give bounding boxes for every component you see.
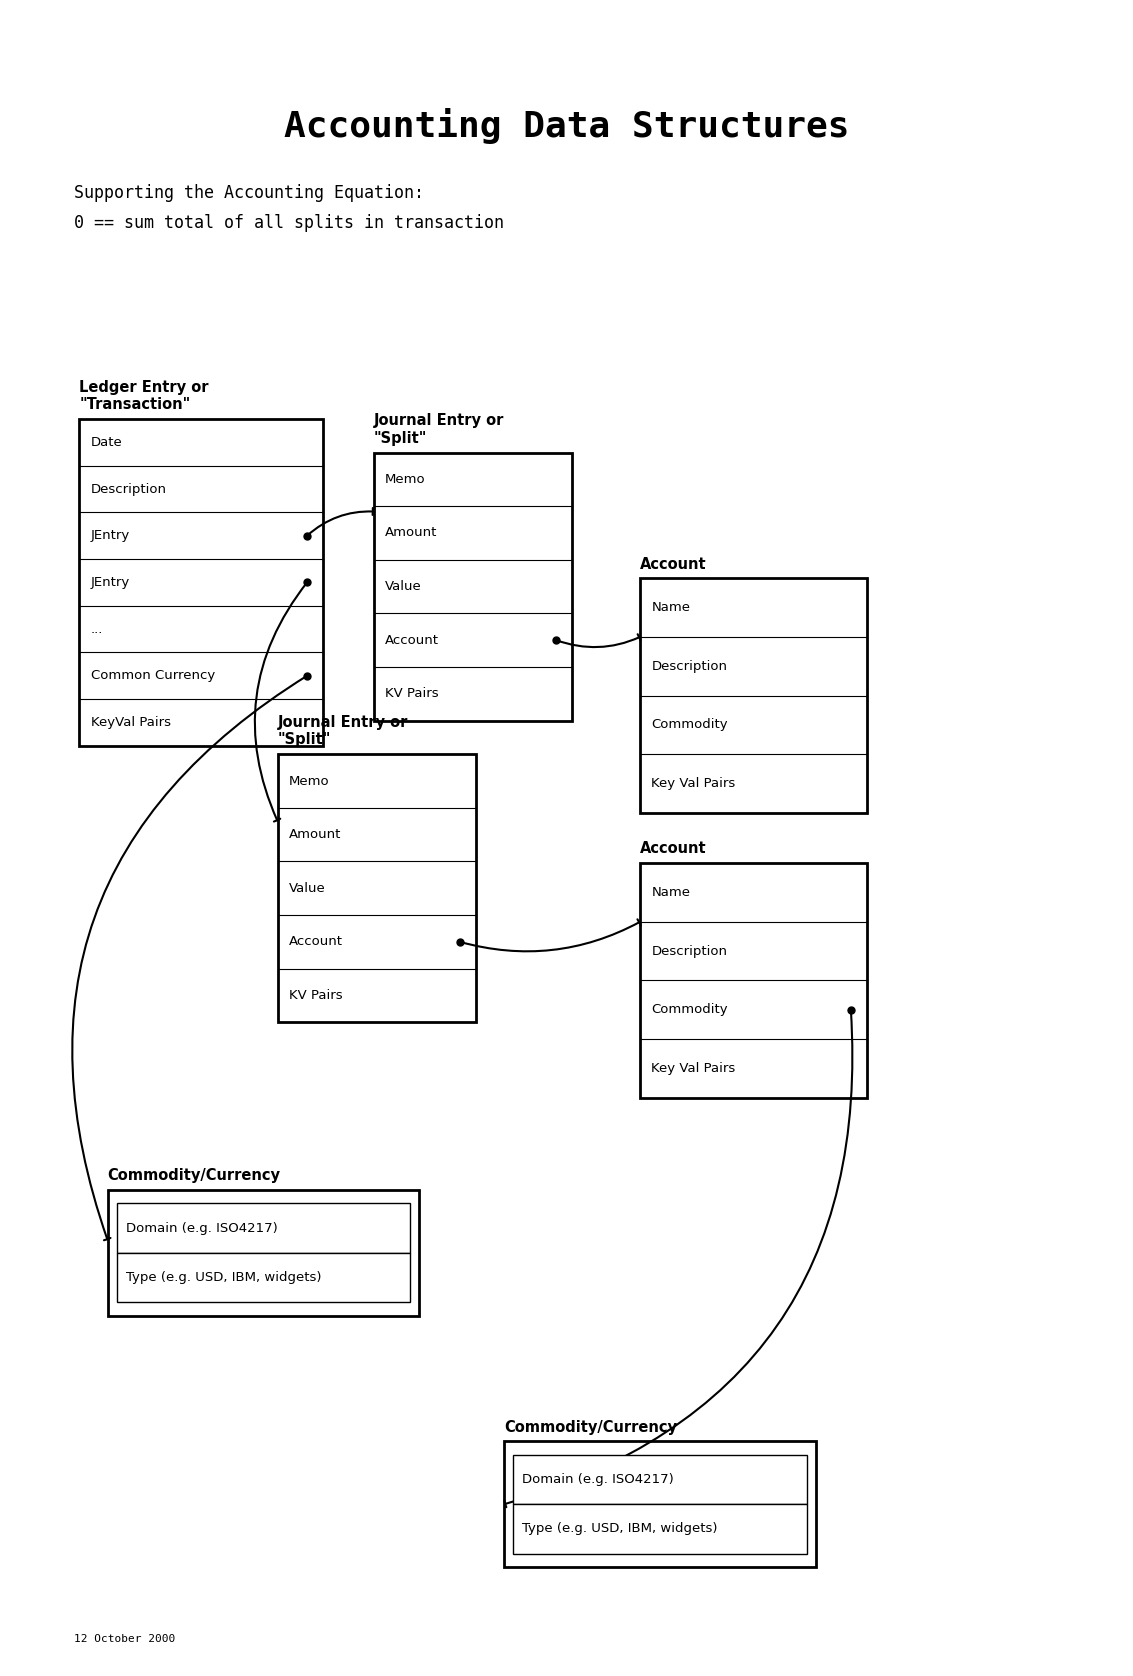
Text: Amount: Amount [385, 526, 437, 540]
Text: Description: Description [651, 945, 727, 957]
Bar [117, 1254, 410, 1302]
Text: Commodity: Commodity [651, 1004, 729, 1016]
Text: KeyVal Pairs: KeyVal Pairs [91, 716, 171, 729]
Text: Amount: Amount [289, 828, 341, 841]
Text: Account: Account [640, 841, 707, 856]
Text: Key Val Pairs: Key Val Pairs [651, 778, 735, 789]
Text: Journal Entry or
"Split": Journal Entry or "Split" [278, 716, 408, 747]
Bar [108, 1190, 419, 1316]
Text: Memo: Memo [289, 774, 330, 788]
Text: Name: Name [651, 887, 690, 898]
Text: Commodity/Currency: Commodity/Currency [108, 1168, 281, 1183]
Text: 0 == sum total of all splits in transaction: 0 == sum total of all splits in transact… [74, 215, 504, 231]
Text: Key Val Pairs: Key Val Pairs [651, 1063, 735, 1074]
Text: Supporting the Accounting Equation:: Supporting the Accounting Equation: [74, 184, 424, 201]
Text: Description: Description [651, 660, 727, 672]
Text: Ledger Entry or
"Transaction": Ledger Entry or "Transaction" [79, 380, 208, 412]
Text: Value: Value [385, 580, 421, 593]
Bar [513, 1455, 807, 1505]
Bar [640, 863, 867, 1098]
Text: Description: Description [91, 483, 167, 496]
Text: Account: Account [289, 935, 343, 949]
Text: KV Pairs: KV Pairs [289, 989, 342, 1002]
Bar [513, 1505, 807, 1554]
Text: ...: ... [91, 622, 103, 635]
Text: Journal Entry or
"Split": Journal Entry or "Split" [374, 414, 504, 446]
Text: Commodity: Commodity [651, 719, 729, 731]
Text: KV Pairs: KV Pairs [385, 687, 438, 701]
Text: Type (e.g. USD, IBM, widgets): Type (e.g. USD, IBM, widgets) [522, 1522, 718, 1535]
Text: Accounting Data Structures: Accounting Data Structures [283, 107, 850, 144]
Text: Domain (e.g. ISO4217): Domain (e.g. ISO4217) [126, 1222, 278, 1235]
Text: Commodity/Currency: Commodity/Currency [504, 1420, 678, 1435]
Text: Account: Account [640, 556, 707, 572]
Bar [504, 1441, 816, 1567]
Bar [640, 578, 867, 813]
Text: Common Currency: Common Currency [91, 669, 215, 682]
Text: Domain (e.g. ISO4217): Domain (e.g. ISO4217) [522, 1473, 674, 1487]
Bar [374, 453, 572, 721]
Text: JEntry: JEntry [91, 530, 130, 543]
Text: Name: Name [651, 602, 690, 613]
Text: Date: Date [91, 436, 122, 449]
Text: JEntry: JEntry [91, 577, 130, 588]
Text: Type (e.g. USD, IBM, widgets): Type (e.g. USD, IBM, widgets) [126, 1270, 322, 1284]
Bar [278, 754, 476, 1022]
Text: 12 October 2000: 12 October 2000 [74, 1634, 174, 1644]
Bar [117, 1203, 410, 1254]
Text: Value: Value [289, 882, 325, 895]
Text: Memo: Memo [385, 473, 426, 486]
Bar [79, 419, 323, 746]
Text: Account: Account [385, 634, 440, 647]
